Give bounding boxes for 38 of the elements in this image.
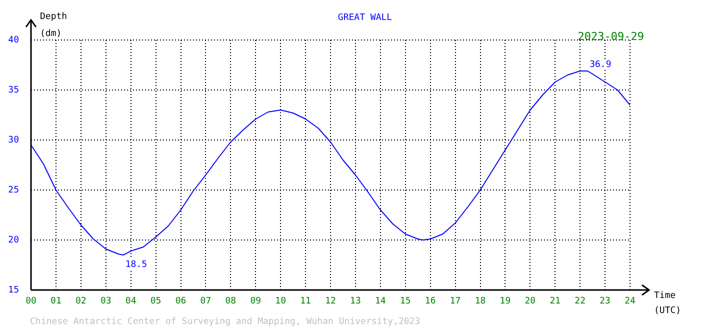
x-tick-label: 04 — [125, 296, 136, 307]
x-tick-label: 08 — [225, 296, 236, 307]
x-tick-label: 23 — [600, 296, 610, 307]
x-tick-label: 14 — [374, 296, 386, 307]
x-tick-label: 02 — [75, 296, 86, 307]
x-tick-label: 17 — [450, 296, 461, 307]
x-tick-label: 13 — [350, 296, 361, 307]
x-tick-label: 06 — [175, 296, 186, 307]
y-tick-label: 35 — [8, 85, 19, 96]
chart-subtitle: 2023-09-29 — [578, 30, 644, 43]
annotation: 36.9 — [590, 60, 612, 70]
x-tick-label: 24 — [624, 296, 636, 307]
x-tick-label: 12 — [325, 296, 336, 307]
y-tick-label: 25 — [8, 185, 19, 196]
x-tick-label: 00 — [26, 296, 36, 307]
x-tick-label: 19 — [500, 296, 511, 307]
annotation: 18.5 — [125, 260, 148, 270]
text: Chinese Antarctic Center of Surveying and Mapping, Wuhan University,2023 — [30, 317, 420, 327]
x-tick-label: 11 — [300, 296, 311, 307]
x-tick-label: 21 — [550, 296, 561, 307]
y-tick-label: 20 — [8, 235, 19, 246]
x-tick-label: 20 — [524, 296, 536, 307]
x-axis-title: Time (UTC) — [654, 291, 682, 316]
x-tick-label: 05 — [150, 296, 162, 307]
x-tick-label: 16 — [424, 296, 436, 307]
x-tick-label: 09 — [250, 296, 262, 307]
chart-title: GREAT WALL — [338, 13, 392, 23]
y-tick-label: 40 — [8, 35, 19, 46]
x-tick-label: 01 — [50, 296, 62, 307]
x-tick-label: 10 — [275, 296, 286, 307]
x-tick-label: 15 — [400, 296, 411, 307]
x-tick-label: 03 — [100, 296, 112, 307]
y-tick-label: 15 — [8, 285, 19, 296]
x-tick-label: 18 — [474, 296, 486, 307]
x-tick-label: 07 — [200, 296, 212, 307]
y-axis-title: Depth (dm) — [40, 12, 68, 39]
y-tick-label: 30 — [8, 135, 19, 146]
x-tick-label: 22 — [574, 296, 586, 307]
